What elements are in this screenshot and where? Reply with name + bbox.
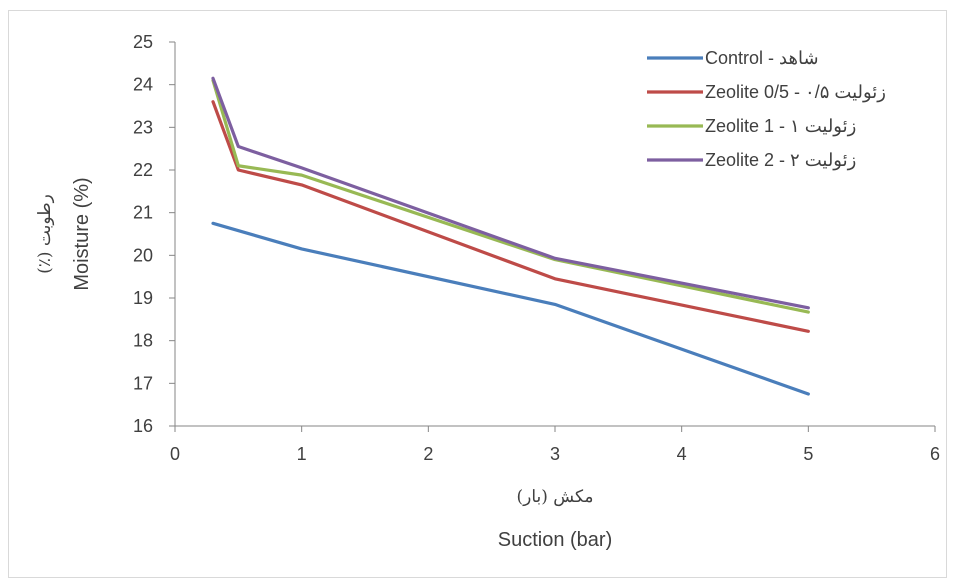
x-axis-title-persian: مکش (بار): [517, 487, 594, 507]
x-tick-label: 2: [423, 444, 433, 464]
x-tick-label: 3: [550, 444, 560, 464]
series-lines: [211, 76, 810, 396]
y-tick-label: 18: [133, 331, 153, 351]
y-axis-title-persian: رطوبت (٪): [35, 194, 55, 274]
y-tick-labels: 16 17 18 19 20 21 22 23 24 25: [133, 32, 175, 436]
series-line-2: [211, 78, 810, 314]
legend-label-2: Zeolite 1 - زئولیت ۱: [705, 116, 856, 137]
y-tick-label: 20: [133, 245, 153, 265]
y-tick-label: 22: [133, 160, 153, 180]
y-tick-label: 16: [133, 416, 153, 436]
x-tick-labels: 0 1 2 3 4 5 6: [170, 426, 940, 464]
series-line-0: [211, 221, 810, 396]
x-tick-label: 6: [930, 444, 940, 464]
y-tick-label: 23: [133, 117, 153, 137]
x-tick-label: 4: [677, 444, 687, 464]
series-line-3: [211, 76, 810, 310]
legend-label-1: Zeolite 0/5 - زئولیت ۰/۵: [705, 82, 886, 103]
x-tick-label: 5: [803, 444, 813, 464]
legend-label-0: Control - شاهد: [705, 48, 819, 68]
legend: Control - شاهد Zeolite 0/5 - زئولیت ۰/۵ Ze…: [647, 48, 886, 171]
y-tick-label: 17: [133, 373, 153, 393]
y-tick-label: 19: [133, 288, 153, 308]
chart-area: [8, 10, 947, 578]
x-axis-title: Suction (bar): [498, 529, 613, 551]
series-line-1: [211, 100, 810, 333]
x-tick-label: 0: [170, 444, 180, 464]
legend-label-3: Zeolite 2 - زئولیت ۲: [705, 150, 856, 171]
y-axis-title: Moisture (%): [71, 177, 93, 290]
y-tick-label: 21: [133, 203, 153, 223]
x-tick-label: 1: [297, 444, 307, 464]
y-tick-label: 25: [133, 32, 153, 52]
y-tick-label: 24: [133, 75, 153, 95]
